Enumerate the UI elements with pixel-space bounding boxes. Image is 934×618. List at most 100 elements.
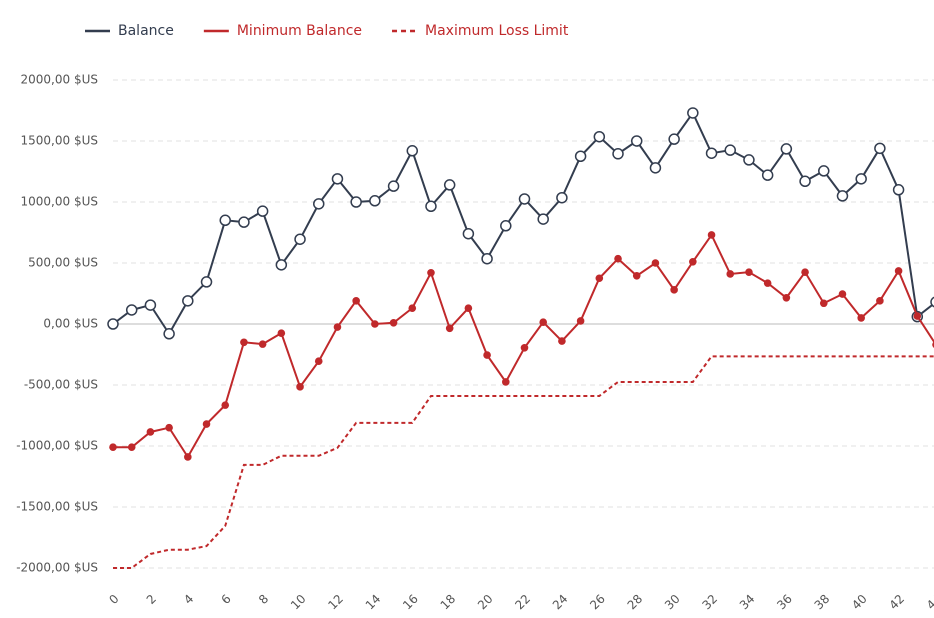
point [576, 317, 585, 325]
y-tick-label: -1000,00 $US [16, 439, 98, 453]
point [425, 200, 437, 213]
point [352, 297, 360, 305]
point [855, 173, 867, 185]
x-tick-label: 12 [325, 592, 346, 613]
point [314, 357, 323, 366]
point [537, 213, 549, 225]
point [146, 428, 155, 436]
point [294, 233, 306, 245]
point [369, 195, 381, 207]
point [818, 165, 830, 177]
series-line [113, 355, 934, 569]
point [632, 272, 641, 280]
point [782, 293, 791, 302]
legend-label: Balance [118, 23, 174, 39]
point [668, 133, 680, 145]
point [406, 145, 419, 157]
point [819, 299, 828, 308]
point [238, 216, 250, 228]
point [333, 323, 342, 331]
x-tick-label: 38 [812, 592, 833, 613]
point [595, 274, 604, 283]
point [689, 257, 697, 266]
point [462, 227, 475, 240]
x-tick-label: 8 [256, 592, 271, 607]
point [612, 148, 624, 160]
point [389, 318, 398, 327]
point [371, 320, 379, 328]
x-tick-label: 10 [288, 592, 309, 613]
point [780, 143, 793, 155]
x-tick-label: 0 [106, 592, 121, 607]
point [745, 268, 753, 276]
x-tick-label: 20 [475, 592, 496, 613]
x-tick-label: 18 [438, 592, 459, 613]
x-tick-label: 24 [550, 592, 571, 613]
x-tick-label: 6 [219, 592, 234, 607]
point [687, 107, 699, 119]
point [649, 162, 662, 174]
point [256, 205, 269, 217]
point [165, 423, 173, 432]
point [894, 267, 903, 275]
x-tick-label: 22 [512, 592, 533, 613]
point [556, 191, 568, 204]
x-tick-label: 42 [886, 592, 907, 613]
point [838, 290, 847, 298]
point [614, 254, 622, 263]
point [836, 190, 849, 202]
point [874, 142, 886, 155]
legend-label: Maximum Loss Limit [425, 23, 569, 39]
x-tick-label: 30 [662, 592, 683, 613]
y-tick-label: 2000,00 $US [21, 73, 98, 87]
point [221, 401, 230, 409]
point [202, 420, 211, 428]
y-tick-label: -1500,00 $US [16, 500, 98, 514]
legend-label: Minimum Balance [237, 23, 362, 39]
point [707, 231, 716, 239]
point [331, 173, 344, 185]
y-tick-label: 1000,00 $US [21, 195, 98, 209]
point [743, 154, 755, 166]
point [445, 324, 454, 333]
point [350, 196, 362, 208]
point [500, 220, 512, 232]
point [892, 184, 905, 196]
point [726, 270, 735, 278]
point [574, 150, 587, 162]
point [518, 193, 531, 205]
y-tick-label: -2000,00 $US [16, 561, 98, 575]
point [107, 318, 119, 330]
series-line [112, 110, 934, 336]
point [408, 304, 417, 312]
y-tick-label: 0,00 $US [43, 317, 98, 331]
x-tick-label: 16 [400, 592, 421, 613]
point [296, 383, 304, 391]
point [930, 296, 934, 308]
point [481, 252, 493, 265]
point [464, 304, 473, 312]
x-tick-label: 4 [181, 592, 196, 607]
point [144, 299, 157, 311]
point [127, 443, 136, 452]
point [593, 130, 606, 143]
point [799, 175, 811, 188]
point [761, 169, 774, 181]
x-tick-label: 14 [363, 592, 384, 613]
point [313, 198, 325, 210]
point [125, 304, 138, 316]
point [501, 378, 510, 386]
point [427, 268, 435, 277]
x-tick-label: 44 [924, 592, 934, 613]
point [184, 453, 192, 461]
x-tick-label: 28 [625, 592, 646, 613]
point [670, 286, 678, 294]
point [913, 312, 922, 320]
point [651, 259, 660, 267]
point [275, 259, 288, 271]
y-tick-label: 1500,00 $US [21, 134, 98, 148]
x-tick-label: 34 [737, 592, 758, 613]
point [705, 147, 718, 159]
x-tick-label: 40 [849, 592, 870, 613]
